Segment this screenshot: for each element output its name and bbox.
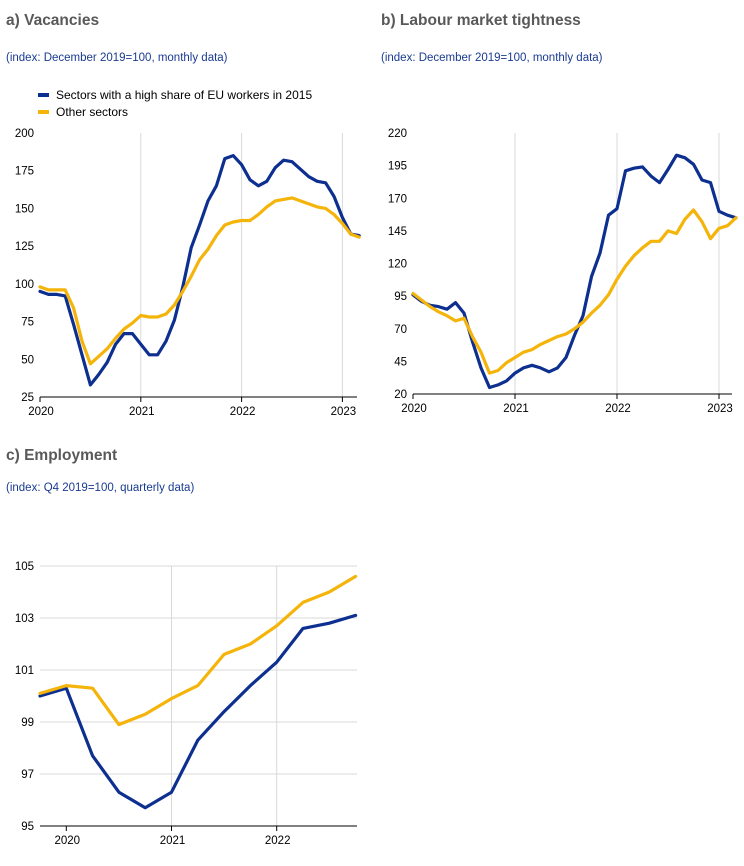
y-tick-label: 99: [21, 717, 34, 729]
x-tick-label: 2021: [160, 835, 186, 847]
x-tick-label: 2020: [28, 406, 54, 418]
legend-item-high: Sectors with a high share of EU workers …: [38, 86, 312, 103]
legend-label-other: Other sectors: [56, 104, 129, 119]
chart-c: 95 97 99 101 103 105 2020 2021 2022: [15, 561, 358, 847]
x-tick-label: 2022: [230, 406, 256, 418]
chart-b: 20 45 70 95 120 145 170 195 220 2020 2021 2022 2023: [388, 128, 738, 415]
y-tick-label: 103: [15, 613, 34, 625]
y-tick-label: 220: [388, 128, 407, 140]
x-tick-label: 2020: [401, 403, 427, 415]
panel-a-title: a) Vacancies: [6, 12, 100, 29]
series-line-other-sectors: [38, 574, 358, 727]
panel-b-title: b) Labour market tightness: [381, 12, 581, 29]
y-tick-label: 195: [388, 161, 407, 173]
y-tick-label: 200: [15, 128, 34, 140]
y-tick-label: 170: [388, 193, 407, 205]
x-tick-label: 2023: [707, 403, 733, 415]
y-tick-label: 70: [394, 324, 407, 336]
x-tick-label: 2021: [503, 403, 529, 415]
y-tick-label: 101: [15, 665, 34, 677]
x-tick-label: 2022: [605, 403, 631, 415]
series-line-other-sectors: [411, 208, 738, 375]
legend-swatch-high: [38, 92, 49, 97]
y-tick-label: 45: [394, 356, 407, 368]
y-tick-label: 150: [15, 203, 34, 215]
y-tick-label: 25: [21, 392, 34, 404]
y-tick-label: 20: [394, 389, 407, 401]
y-tick-label: 95: [394, 291, 407, 303]
x-tick-label: 2022: [265, 835, 291, 847]
series-line-other-sectors: [38, 196, 361, 366]
chart-a: 25 50 75 100 125 150 175 200 2020 2021 2022 2023: [15, 128, 361, 418]
panel-c-title: c) Employment: [6, 447, 118, 464]
y-tick-label: 50: [21, 354, 34, 366]
legend-item-other: Other sectors: [38, 103, 312, 120]
x-tick-label: 2023: [331, 406, 357, 418]
series-line-high-eu-share: [38, 154, 361, 387]
x-tick-label: 2020: [55, 835, 81, 847]
series-line-high-eu-share: [38, 613, 358, 810]
y-tick-label: 120: [388, 259, 407, 271]
y-tick-label: 95: [21, 821, 34, 833]
x-tick-label: 2021: [129, 406, 155, 418]
y-tick-label: 125: [15, 241, 34, 253]
panel-a-subtitle: (index: December 2019=100, monthly data): [6, 52, 228, 64]
y-tick-label: 75: [21, 317, 34, 329]
y-tick-label: 100: [15, 279, 34, 291]
panel-c-subtitle: (index: Q4 2019=100, quarterly data): [6, 482, 195, 494]
y-tick-label: 105: [15, 561, 34, 573]
panel-b-subtitle: (index: December 2019=100, monthly data): [381, 52, 603, 64]
y-tick-label: 145: [388, 226, 407, 238]
y-tick-label: 175: [15, 166, 34, 178]
y-tick-label: 97: [21, 769, 34, 781]
series-line-high-eu-share: [411, 153, 738, 390]
legend-swatch-other: [38, 109, 49, 114]
legend-label-high: Sectors with a high share of EU workers …: [56, 87, 313, 102]
legend: Sectors with a high share of EU workers …: [38, 86, 312, 120]
